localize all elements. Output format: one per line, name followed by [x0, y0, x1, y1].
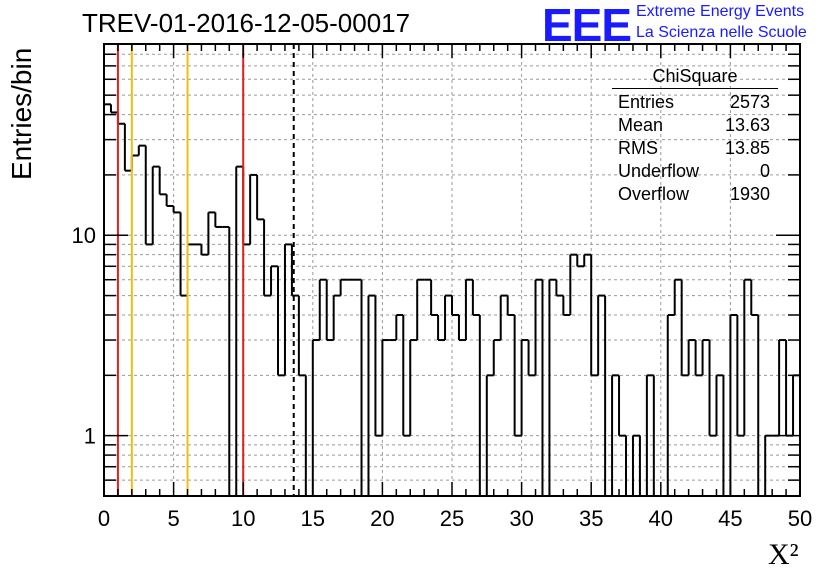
stats-value: 0 [759, 161, 770, 181]
stats-row: Overflow 1930 [612, 183, 778, 206]
stats-label: Entries [618, 92, 675, 112]
stats-value: 1930 [729, 184, 770, 204]
x-tick-label: 35 [579, 506, 603, 531]
x-axis-label: X² [768, 538, 799, 571]
stats-title: ChiSquare [612, 66, 778, 89]
stats-label: RMS [618, 138, 658, 158]
eee-logo: EEE [542, 0, 632, 51]
stats-label: Mean [618, 115, 664, 135]
x-tick-label: 30 [509, 506, 533, 531]
stats-value: 13.85 [724, 138, 770, 158]
x-tick-label: 10 [231, 506, 255, 531]
x-tick-label: 40 [649, 506, 673, 531]
x-tick-label: 20 [370, 506, 394, 531]
chart-title: TREV-01-2016-12-05-00017 [82, 8, 411, 38]
stats-row: RMS 13.85 [612, 137, 778, 160]
reference-lines [116, 44, 295, 496]
axis-ticks [103, 44, 801, 496]
stats-box: ChiSquare Entries 2573 Mean 13.63 RMS 13.85… [612, 66, 778, 206]
logo-line-2: La Scienza nelle Scuole [636, 24, 807, 41]
y-axis-label: Entries/bin [6, 47, 37, 180]
stats-row: Underflow 0 [612, 160, 778, 183]
logo-line-1: Extreme Energy Events [636, 3, 805, 20]
tick-labels: 0 5 10 15 20 25 30 35 40 45 50 1 10 [72, 223, 813, 531]
x-tick-label: 5 [167, 506, 179, 531]
x-tick-label: 25 [440, 506, 464, 531]
y-tick-label: 10 [72, 223, 96, 248]
stats-value: 13.63 [724, 115, 770, 135]
x-tick-label: 45 [718, 506, 742, 531]
x-tick-label: 0 [98, 506, 110, 531]
stats-value: 2573 [729, 92, 770, 112]
stats-label: Underflow [618, 161, 700, 181]
stats-row: Entries 2573 [612, 91, 778, 114]
stats-label: Overflow [618, 184, 690, 204]
stats-row: Mean 13.63 [612, 114, 778, 137]
x-tick-label: 50 [788, 506, 812, 531]
y-tick-label: 1 [84, 424, 96, 449]
x-tick-label: 15 [301, 506, 325, 531]
